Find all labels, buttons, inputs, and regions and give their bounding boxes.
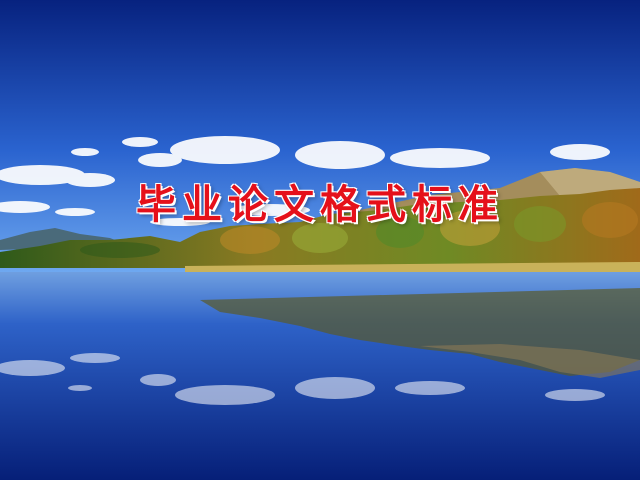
slide-title: 毕业论文格式标准 <box>136 182 504 228</box>
clouds <box>0 136 610 226</box>
tree-clusters <box>80 202 638 258</box>
cloud-reflections <box>0 353 605 405</box>
